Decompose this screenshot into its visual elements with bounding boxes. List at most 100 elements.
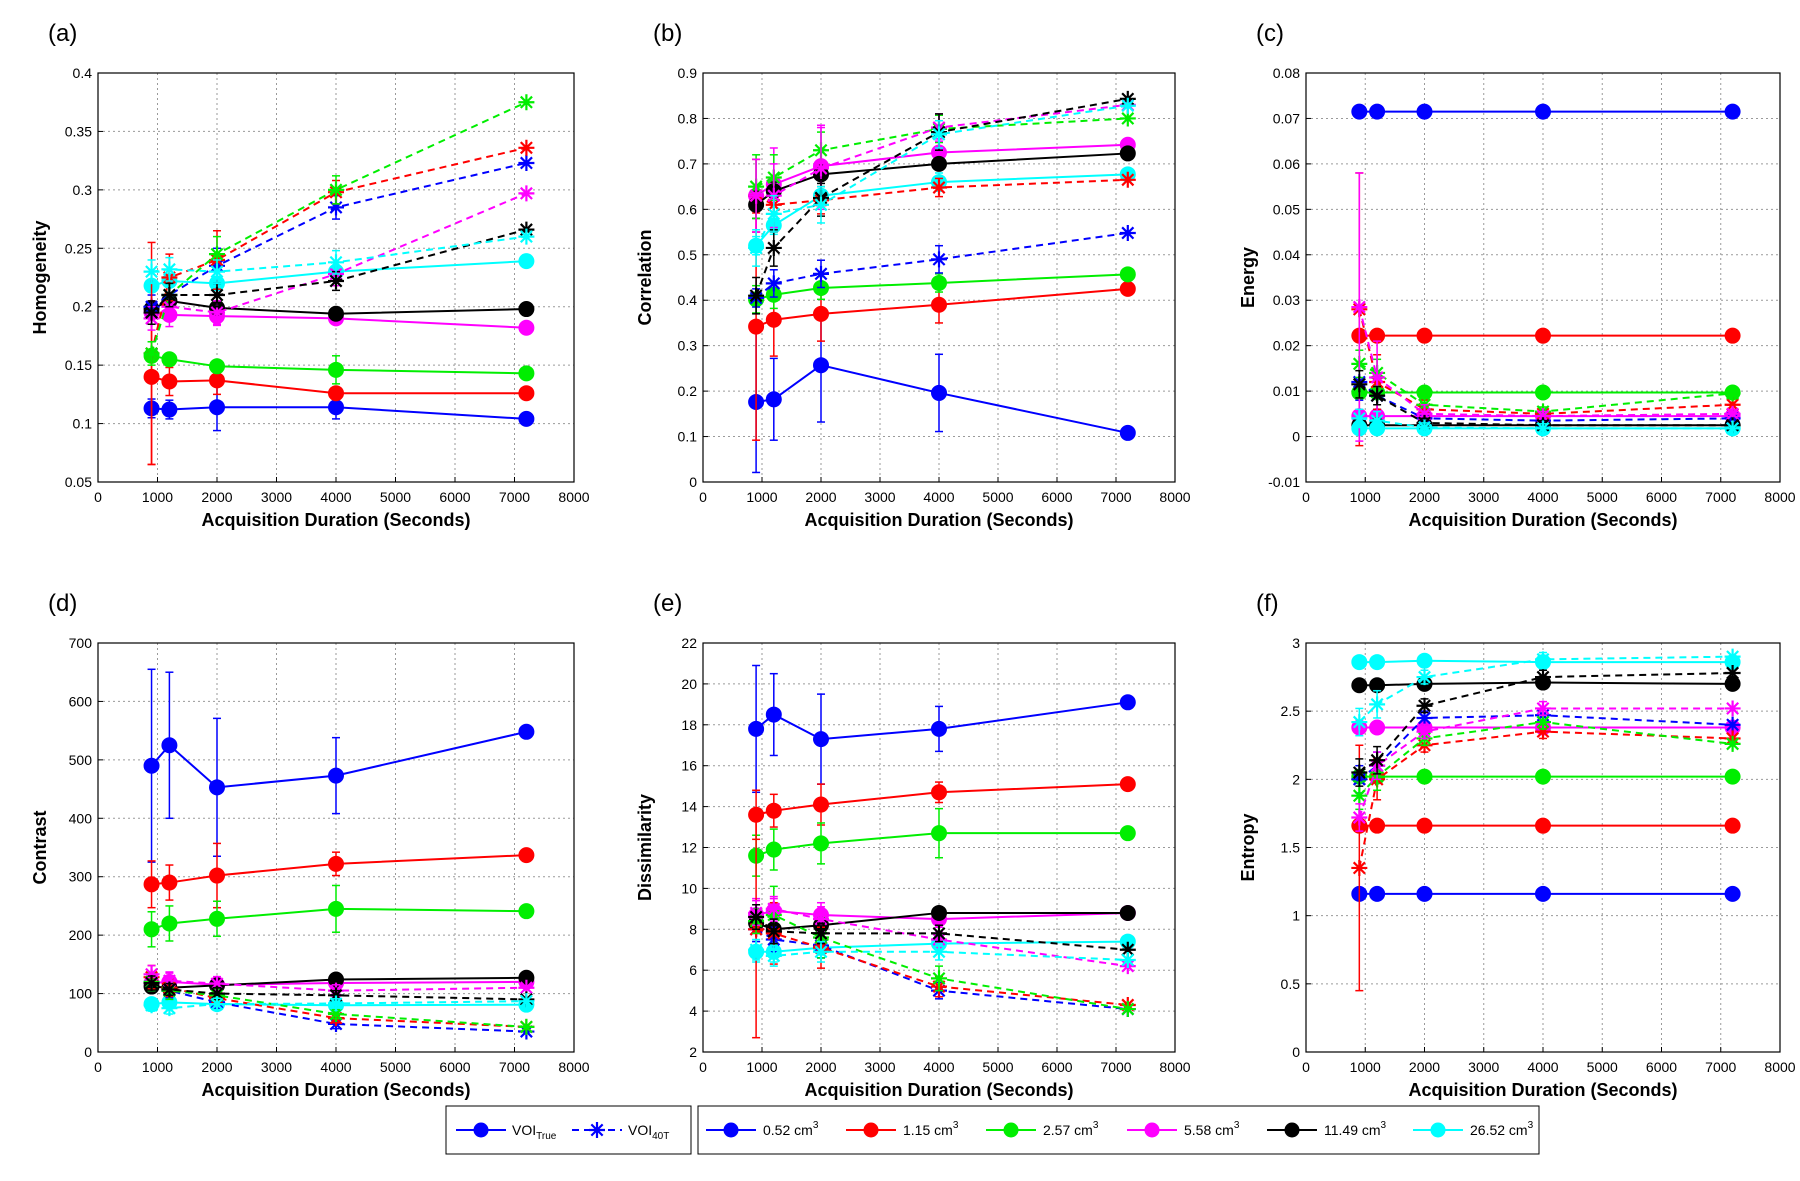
data-point <box>1369 369 1386 386</box>
data-point <box>1416 652 1433 669</box>
data-point <box>1535 669 1551 686</box>
data-point <box>209 287 225 304</box>
data-point <box>813 196 829 213</box>
data-point <box>931 126 947 143</box>
series-26-52-cm3-voi-40t <box>1351 648 1741 737</box>
data-point <box>328 254 344 271</box>
x-tick-label: 8000 <box>1159 1059 1190 1075</box>
data-point <box>1416 669 1433 686</box>
x-tick-label: 1000 <box>1350 1059 1381 1075</box>
data-point <box>143 966 160 983</box>
y-tick-label: 100 <box>69 986 93 1002</box>
x-axis-label: Acquisition Duration (Seconds) <box>1408 1080 1677 1100</box>
series-line <box>1358 671 1733 774</box>
data-point <box>143 876 160 893</box>
data-point <box>161 874 178 891</box>
x-tick-label: 1000 <box>142 489 173 505</box>
x-tick-label: 6000 <box>439 1059 470 1075</box>
data-point <box>328 855 344 872</box>
data-point <box>931 296 947 313</box>
x-tick-label: 3000 <box>1468 1059 1499 1075</box>
panel-label: (e) <box>653 590 682 617</box>
data-point <box>1724 700 1741 717</box>
data-point <box>765 311 782 328</box>
data-point <box>143 975 160 992</box>
x-axis-label: Acquisition Duration (Seconds) <box>201 1080 470 1100</box>
y-axis-label: Entropy <box>1238 813 1258 881</box>
y-tick-label: 0.15 <box>65 357 92 373</box>
data-point <box>1119 224 1136 241</box>
y-tick-label: 0.4 <box>678 292 698 308</box>
data-point <box>143 757 160 774</box>
data-point <box>765 923 782 940</box>
data-point <box>518 847 535 864</box>
data-point <box>1351 410 1368 427</box>
x-tick-label: 1000 <box>746 489 777 505</box>
y-tick-label: 14 <box>681 799 697 815</box>
x-tick-label: 6000 <box>1041 489 1072 505</box>
data-point <box>161 351 178 368</box>
y-tick-label: 0.03 <box>1273 292 1300 308</box>
y-tick-label: 0.25 <box>65 240 92 256</box>
data-point <box>209 263 225 280</box>
data-point <box>1724 327 1741 344</box>
data-point <box>1535 327 1551 344</box>
series-1-15-cm3-voi-true <box>748 776 1136 841</box>
data-point <box>1416 103 1433 120</box>
data-point <box>209 867 225 884</box>
y-tick-label: 2.5 <box>1281 703 1301 719</box>
x-tick-label: 8000 <box>1764 489 1795 505</box>
data-point <box>1535 768 1551 785</box>
data-point <box>1119 110 1136 127</box>
data-point <box>748 318 765 335</box>
y-tick-label: 0.02 <box>1273 338 1300 354</box>
data-point <box>161 287 178 304</box>
y-tick-label: 1.5 <box>1281 840 1301 856</box>
data-point <box>518 301 535 318</box>
legend-marker <box>723 1122 739 1138</box>
data-point <box>1119 941 1136 958</box>
data-point <box>1369 719 1386 736</box>
panel-label: (a) <box>48 20 77 47</box>
data-point <box>1119 424 1136 441</box>
y-tick-label: 0.9 <box>678 65 698 81</box>
data-point <box>518 385 535 402</box>
data-point <box>1351 764 1368 781</box>
data-point <box>1369 752 1386 769</box>
x-tick-label: 4000 <box>320 1059 351 1075</box>
legend-marker <box>1284 1122 1300 1138</box>
data-point <box>931 943 947 960</box>
data-point <box>161 915 178 932</box>
chart-panel-c: 0 1000 2000 3000 4000 5000 6000 7000 8000-0.0100… <box>1238 20 1796 530</box>
y-tick-label: 0.3 <box>678 338 698 354</box>
data-point <box>1724 885 1741 902</box>
data-point <box>1724 735 1741 752</box>
data-point <box>1119 1001 1136 1018</box>
data-point <box>518 410 535 427</box>
series-line <box>150 146 527 354</box>
y-tick-label: 2 <box>689 1044 697 1060</box>
x-tick-label: 0 <box>1302 1059 1310 1075</box>
data-point <box>1416 817 1433 834</box>
data-point <box>328 767 344 784</box>
plot-frame <box>97 72 575 483</box>
data-point <box>1724 664 1741 681</box>
data-point <box>518 365 535 382</box>
data-point <box>209 372 225 389</box>
y-tick-label: 0.1 <box>678 429 698 445</box>
y-tick-label: 0.7 <box>678 156 698 172</box>
data-point <box>1119 904 1136 921</box>
data-point <box>209 910 225 927</box>
y-tick-label: 16 <box>681 758 697 774</box>
data-point <box>1416 405 1433 422</box>
y-tick-label: 1 <box>1292 908 1300 924</box>
legend-label: 11.49 cm3 <box>1324 1120 1387 1138</box>
data-point <box>1535 651 1551 668</box>
data-point <box>1119 280 1136 297</box>
data-point <box>1351 103 1368 120</box>
x-axis-label: Acquisition Duration (Seconds) <box>201 510 470 530</box>
x-tick-label: 3000 <box>864 1059 895 1075</box>
data-point <box>518 94 535 111</box>
data-point <box>143 997 160 1014</box>
